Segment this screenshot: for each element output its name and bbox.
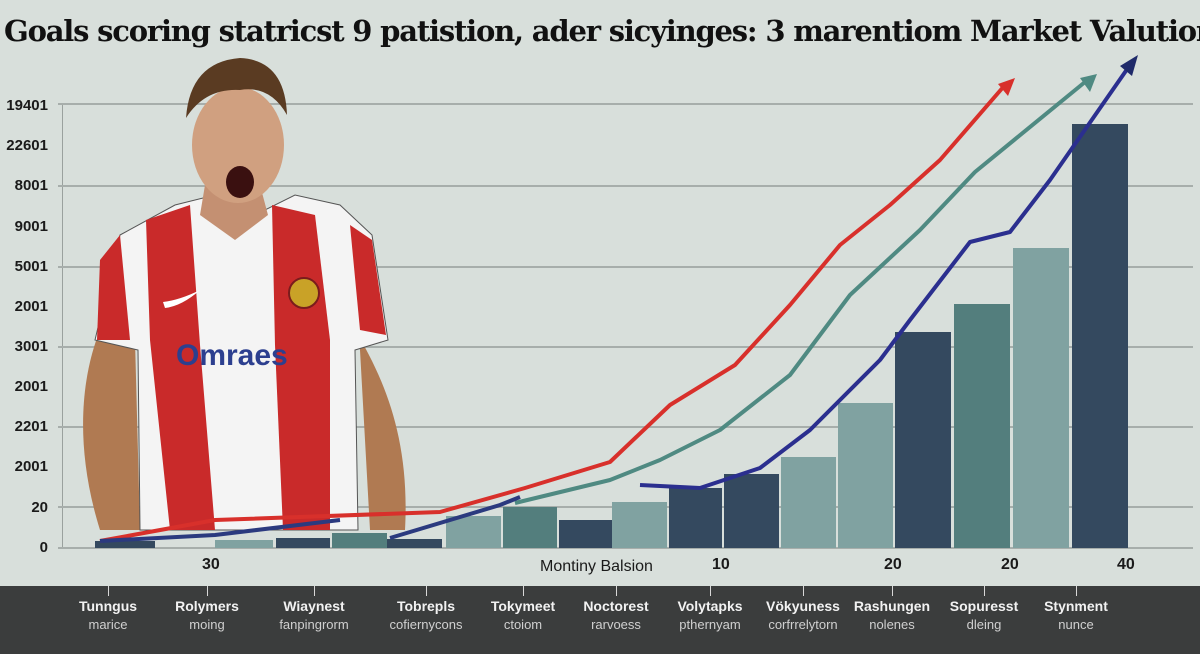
category-tick	[803, 586, 804, 596]
category-tick	[1076, 586, 1077, 596]
category-label: Stynment nunce	[1044, 598, 1108, 632]
bar	[446, 516, 501, 548]
x-tick: 10	[712, 556, 730, 573]
y-axis-line	[62, 103, 63, 548]
player-head	[192, 87, 284, 203]
arrow-red-icon	[998, 78, 1015, 96]
gridline	[58, 266, 1193, 268]
jersey-swoosh-icon	[163, 290, 200, 308]
y-tick: 22601	[6, 137, 48, 154]
category-tick	[710, 586, 711, 596]
category-label: Sopuresst dleing	[949, 598, 1019, 632]
y-tick: 5001	[14, 258, 48, 275]
category-label: Noctorest rarvoess	[583, 598, 649, 632]
category-label: Vökyuness corfrrelytorn	[766, 598, 840, 632]
category-tick	[108, 586, 109, 596]
gridline	[58, 426, 1193, 428]
arrowheads	[998, 55, 1138, 96]
bar	[332, 533, 387, 548]
bar	[895, 332, 951, 548]
player-mouth	[226, 166, 254, 198]
bar	[95, 541, 155, 548]
y-tick: 9001	[14, 218, 48, 235]
category-tick	[892, 586, 893, 596]
bar	[503, 507, 557, 548]
jersey-sponsor-text: Omraes	[176, 339, 288, 372]
category-bar	[0, 586, 1200, 654]
x-axis-label: Montiny Balsion	[540, 558, 653, 575]
bar	[1072, 124, 1128, 548]
bar	[387, 539, 442, 548]
x-tick: 20	[1001, 556, 1019, 573]
bar	[215, 540, 273, 548]
category-label: Wiaynest fanpingrorm	[279, 598, 349, 632]
line-teal-series	[514, 80, 1087, 505]
bar	[1013, 248, 1069, 548]
jersey-sleeve	[97, 235, 130, 340]
gridline	[58, 346, 1193, 348]
y-tick: 2001	[14, 378, 48, 395]
bar	[724, 474, 779, 548]
jersey-stripe	[146, 205, 215, 530]
bar	[669, 488, 722, 548]
category-label: Volytapks pthernyam	[677, 598, 743, 632]
x-tick: 20	[884, 556, 902, 573]
line-navy-series	[639, 63, 1132, 490]
bar	[954, 304, 1010, 548]
bars	[95, 124, 1128, 548]
category-tick	[616, 586, 617, 596]
category-label: Tobrepls cofiernycons	[389, 598, 463, 632]
category-label: Tokymeet ctoiom	[490, 598, 556, 632]
bar	[612, 502, 667, 548]
category-label: Rashungen nolenes	[853, 598, 931, 632]
gridline	[58, 185, 1193, 187]
category-tick	[207, 586, 208, 596]
line-red-series	[99, 83, 1007, 543]
category-tick	[523, 586, 524, 596]
y-tick: 20	[31, 499, 48, 516]
chart-title: Goals scoring statricst 9 patistion, ade…	[4, 14, 1200, 48]
player-left-arm	[83, 330, 140, 530]
bar	[559, 520, 612, 548]
club-crest-icon	[288, 277, 320, 309]
bar	[276, 538, 330, 548]
y-tick: 2201	[14, 418, 48, 435]
bar	[781, 457, 836, 548]
player-right-arm	[355, 330, 406, 530]
y-tick: 2001	[14, 458, 48, 475]
jersey-sleeve	[350, 225, 386, 335]
category-tick	[984, 586, 985, 596]
line-navy-series-segment	[389, 495, 521, 540]
arrow-navy-icon	[1120, 55, 1138, 76]
arrow-teal-icon	[1080, 74, 1097, 92]
category-tick	[426, 586, 427, 596]
player-hair	[186, 58, 287, 118]
y-tick: 2001	[14, 298, 48, 315]
y-tick: 19401	[6, 97, 48, 114]
y-tick: 3001	[14, 338, 48, 355]
y-tick: 8001	[14, 177, 48, 194]
x-tick: 30	[202, 556, 220, 573]
y-tick: 0	[39, 539, 48, 556]
category-label: Tunngus marice	[78, 598, 138, 632]
player-photo: Omraes	[83, 58, 406, 531]
bar	[838, 403, 893, 548]
x-tick: 40	[1117, 556, 1135, 573]
trend-lines	[99, 63, 1132, 543]
line-navy-series-segment	[99, 518, 341, 543]
category-tick	[314, 586, 315, 596]
gridline	[58, 103, 1193, 105]
category-label: Rolymers moing	[175, 598, 239, 632]
